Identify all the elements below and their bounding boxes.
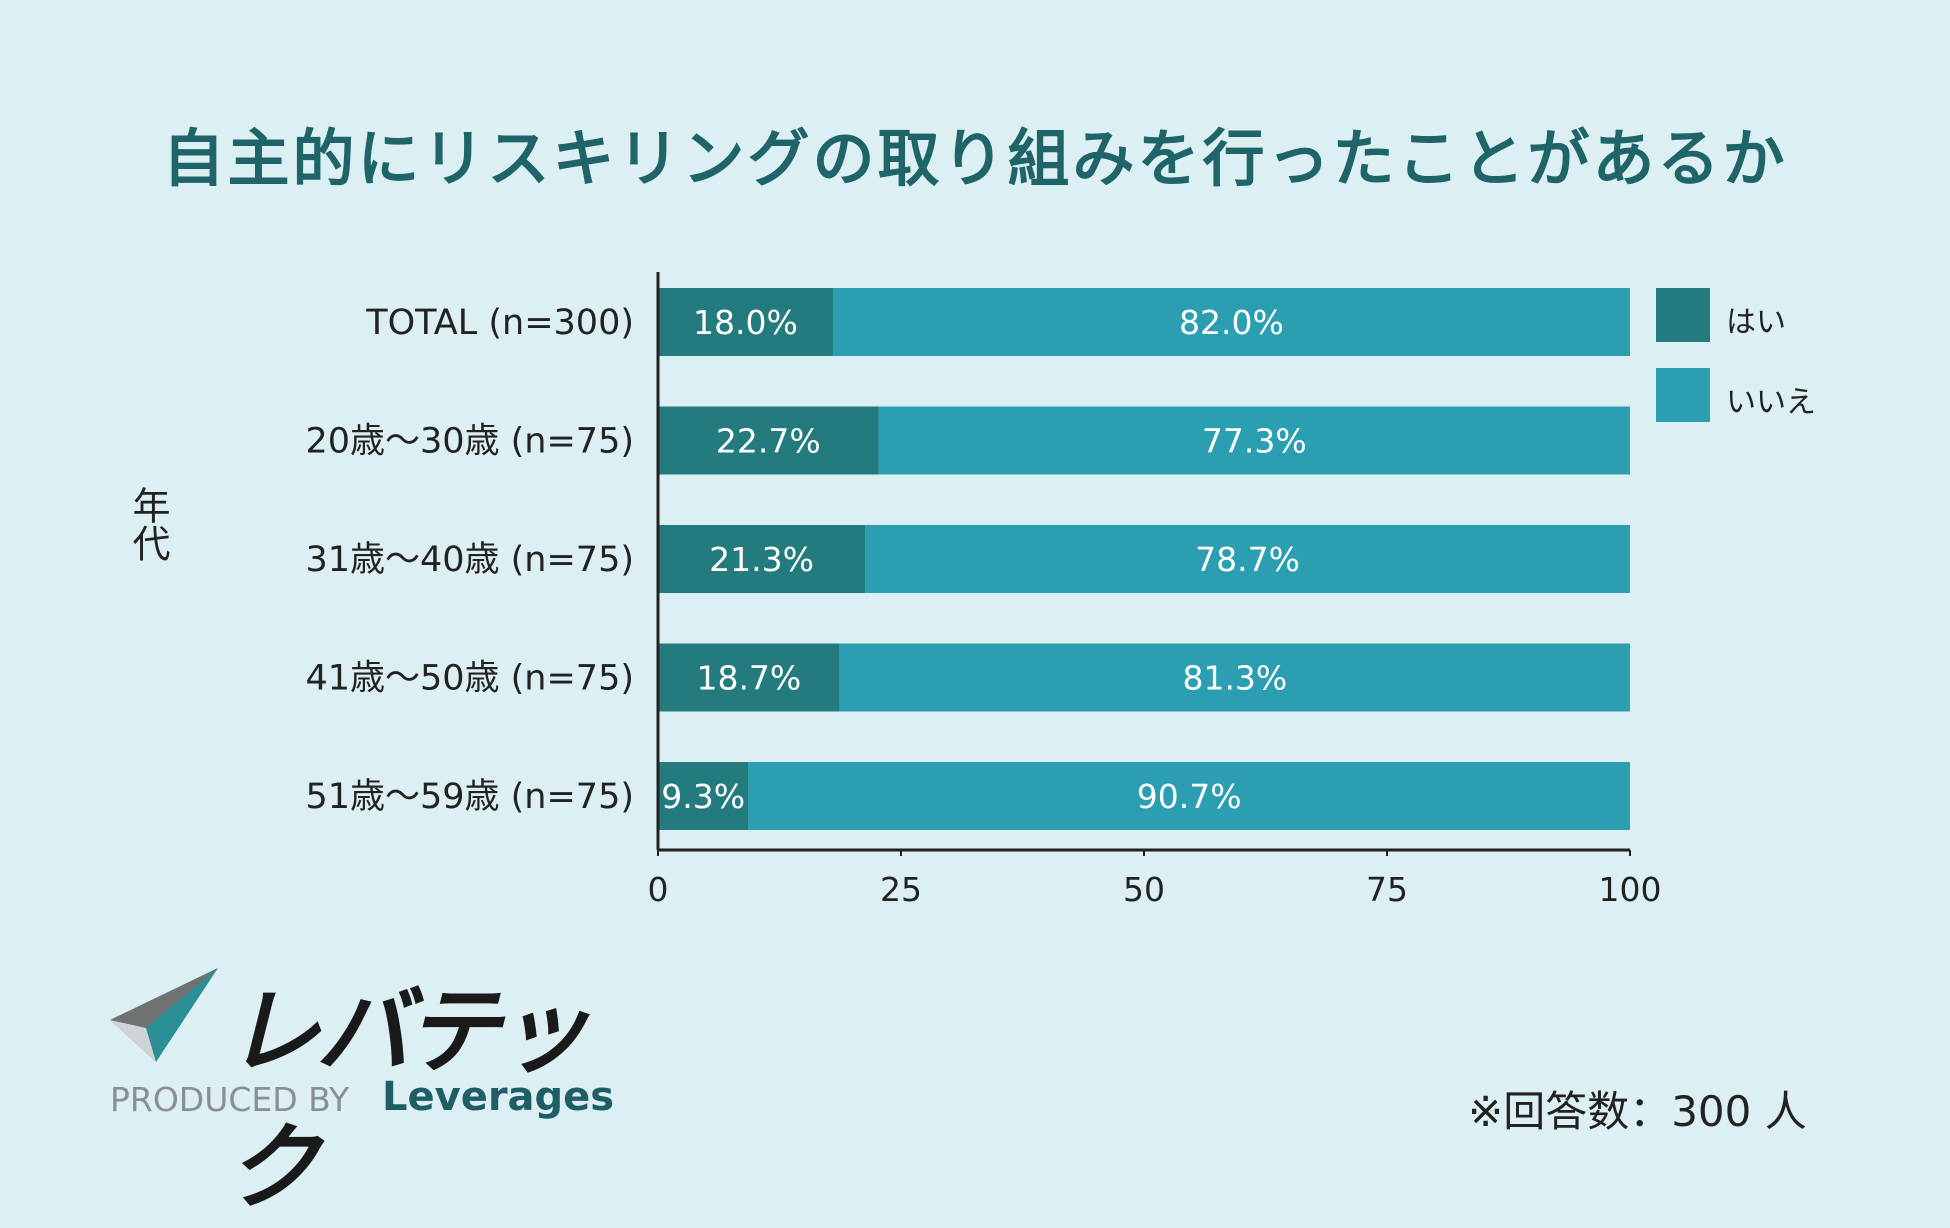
bar-yes (658, 762, 749, 830)
bar-no (878, 406, 1630, 475)
category-label: TOTAL (n=300) (365, 303, 634, 343)
x-tick-label: 75 (1366, 870, 1408, 909)
respondent-count-note: ※回答数：300 人 (1468, 1087, 1807, 1136)
data-label-no: 82.0% (1179, 303, 1284, 342)
data-label-yes: 21.3% (709, 540, 814, 579)
x-tick-label: 0 (648, 870, 669, 909)
logo-check-icon (110, 968, 218, 1062)
chart-title: 自主的にリスキリングの取り組みを行ったことがあるか (162, 122, 1788, 195)
legend-swatch-no (1656, 368, 1710, 422)
data-label-no: 81.3% (1182, 659, 1287, 698)
category-label: 20歳〜30歳 (n=75) (305, 422, 634, 462)
logo-produced-by: PRODUCED BY (110, 1080, 350, 1119)
data-label-yes: 18.7% (696, 659, 801, 698)
category-label: 31歳〜40歳 (n=75) (305, 540, 634, 580)
bar-yes (658, 406, 879, 475)
bar-yes (658, 288, 833, 356)
data-label-no: 78.7% (1195, 540, 1300, 579)
data-label-yes: 18.0% (693, 303, 798, 342)
x-tick-label: 25 (880, 870, 922, 909)
data-label-yes: 22.7% (716, 422, 821, 461)
y-axis-label: 年代 (126, 486, 170, 562)
bar-no (839, 643, 1630, 712)
bar-no (865, 525, 1630, 593)
category-label: 51歳〜59歳 (n=75) (305, 777, 634, 817)
logo-brand: Leverages (382, 1074, 615, 1120)
x-tick-label: 100 (1599, 870, 1662, 909)
legend-swatch-yes (1656, 288, 1710, 342)
bar-yes (658, 643, 840, 712)
bar-no (748, 762, 1630, 830)
x-tick-label: 50 (1123, 870, 1165, 909)
bar-yes (658, 525, 866, 593)
category-label: 41歳〜50歳 (n=75) (305, 659, 634, 699)
logo-wordmark: レバテック (226, 978, 590, 1223)
data-label-no: 77.3% (1202, 422, 1307, 461)
legend-label-no: いいえ (1726, 385, 1816, 420)
bar-no (832, 288, 1630, 356)
data-label-no: 90.7% (1137, 777, 1242, 816)
data-label-yes: 9.3% (661, 777, 745, 816)
legend-label-yes: はい (1726, 305, 1786, 340)
levtech-logo: レバテック PRODUCED BY Leverages (108, 962, 628, 1223)
